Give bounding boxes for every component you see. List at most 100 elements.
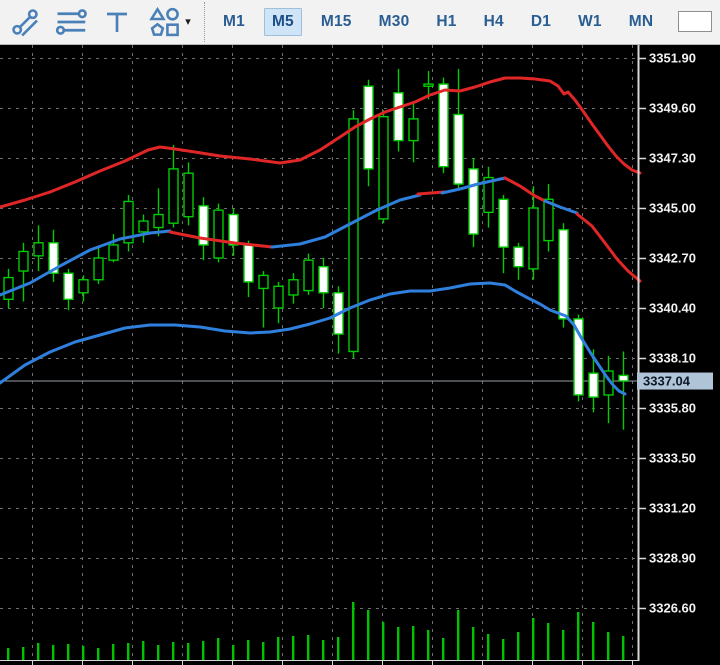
volume-bar xyxy=(382,622,385,660)
timeframe-button-H1[interactable]: H1 xyxy=(436,13,457,30)
volume-bar xyxy=(322,640,325,660)
mid-blue-ma-d xyxy=(543,199,579,215)
volume-bar xyxy=(67,644,70,660)
bull-candle-body xyxy=(108,244,119,261)
current-price-badge xyxy=(637,372,713,390)
bull-candle-body xyxy=(123,200,134,244)
bear-candle-body xyxy=(453,113,464,185)
bear-candle-body xyxy=(513,246,524,268)
bear-candle-body xyxy=(228,213,239,246)
chart-area[interactable]: 3351.90 3349.60 3347.30 3345.00 3342.70 3340.… xyxy=(0,45,720,665)
bear-candle-body xyxy=(588,372,599,398)
bear-candle-body xyxy=(438,83,449,168)
timeframe-button-W1[interactable]: W1 xyxy=(578,13,602,30)
volume-bar xyxy=(217,638,220,660)
bear-candle-body xyxy=(558,229,569,320)
bear-candle-body xyxy=(498,198,509,248)
price-axis-label: 3331.20 xyxy=(649,501,696,516)
price-axis-label: 3335.80 xyxy=(649,401,696,416)
price-axis-label: 3345.00 xyxy=(649,201,696,216)
volume-bar xyxy=(82,646,85,660)
volume-bar xyxy=(442,638,445,660)
text-icon xyxy=(101,6,133,38)
bear-candle-body xyxy=(318,265,329,294)
bull-candle-body xyxy=(303,259,314,292)
volume-bar xyxy=(562,630,565,660)
bear-candle-body xyxy=(393,92,404,142)
bull-candle-body xyxy=(258,274,269,290)
bull-candle-body xyxy=(378,115,389,220)
volume-bar xyxy=(37,643,40,660)
price-axis-label: 3333.50 xyxy=(649,451,696,466)
volume-bar xyxy=(187,643,190,660)
volume-bar xyxy=(472,627,475,660)
bull-candle-body xyxy=(138,220,149,233)
volume-bar xyxy=(307,635,310,660)
volume-bar xyxy=(157,645,160,660)
volume-bar xyxy=(172,642,175,660)
toolbar-separator xyxy=(204,2,205,42)
price-axis-label: 3338.10 xyxy=(649,351,696,366)
price-axis-layer: 3351.90 3349.60 3347.30 3345.00 3342.70 3340.… xyxy=(637,45,713,661)
price-axis-label: 3328.90 xyxy=(649,551,696,566)
shapes-tool-button[interactable]: ▾ xyxy=(140,2,198,42)
volume-bar xyxy=(52,645,55,660)
volume-bar xyxy=(577,612,580,660)
volume-bar xyxy=(367,610,370,660)
upper-red-ma xyxy=(0,76,642,209)
timeframe-button-M5[interactable]: M5 xyxy=(263,8,302,36)
volume-bar xyxy=(352,602,355,660)
timeframe-button-M30[interactable]: M30 xyxy=(378,13,410,30)
price-chart[interactable]: 3351.90 3349.60 3347.30 3345.00 3342.70 3340.… xyxy=(0,45,720,665)
volume-bar xyxy=(202,641,205,660)
volume-bar xyxy=(7,648,10,660)
timeframe-button-H4[interactable]: H4 xyxy=(483,13,504,30)
horizontal-lines-icon xyxy=(53,4,89,40)
text-tool-button[interactable] xyxy=(94,2,140,42)
shapes-icon xyxy=(147,4,183,40)
mid-red-ma-d xyxy=(575,212,642,283)
volume-bar xyxy=(247,640,250,660)
toolbar-input-box[interactable] xyxy=(678,11,712,32)
trendline-tool-button[interactable] xyxy=(2,2,48,42)
drawing-tools-group: ▾ xyxy=(0,2,198,42)
volume-bar xyxy=(547,623,550,660)
volume-layer xyxy=(7,602,625,660)
volume-bar xyxy=(337,637,340,660)
timeframe-button-M1[interactable]: M1 xyxy=(223,13,245,30)
bull-candle-body xyxy=(153,213,164,229)
timeframe-buttons-group: M1 M5 M15 M30 H1 H4 D1 W1 MN xyxy=(215,8,661,36)
volume-bar xyxy=(412,626,415,660)
price-axis-label: 3347.30 xyxy=(649,151,696,166)
diagonal-lines-icon xyxy=(8,5,42,39)
volume-bar xyxy=(532,618,535,660)
volume-bar xyxy=(502,639,505,660)
mid-blue-ma-a xyxy=(0,229,172,297)
mid-blue-ma-c xyxy=(440,176,507,195)
timeframe-button-M15[interactable]: M15 xyxy=(320,13,352,30)
bull-candle-body xyxy=(18,250,29,272)
bull-candle-body xyxy=(273,285,284,309)
volume-bar xyxy=(592,622,595,660)
volume-bar xyxy=(622,636,625,660)
horizontal-lines-tool-button[interactable] xyxy=(48,2,94,42)
price-axis-label: 3340.40 xyxy=(649,301,696,316)
bear-candle-body xyxy=(363,85,374,170)
bull-candle-body xyxy=(78,279,89,294)
bear-candle-body xyxy=(243,244,254,283)
volume-bar xyxy=(127,643,130,660)
bull-candle-body xyxy=(3,276,14,301)
ma-lines-layer xyxy=(0,76,642,396)
toolbar: ▾ M1 M5 M15 M30 H1 H4 D1 W1 MN xyxy=(0,0,720,45)
bull-candle-body xyxy=(33,242,44,257)
bear-candle-body xyxy=(573,318,584,396)
bull-candle-body xyxy=(168,168,179,224)
timeframe-button-D1[interactable]: D1 xyxy=(530,13,552,30)
volume-bar xyxy=(232,645,235,660)
volume-bar xyxy=(112,644,115,660)
bull-candle-body xyxy=(423,83,434,87)
bear-candle-body xyxy=(63,272,74,301)
volume-bar xyxy=(487,634,490,660)
bear-candle-body xyxy=(468,168,479,235)
timeframe-button-MN[interactable]: MN xyxy=(628,13,654,30)
